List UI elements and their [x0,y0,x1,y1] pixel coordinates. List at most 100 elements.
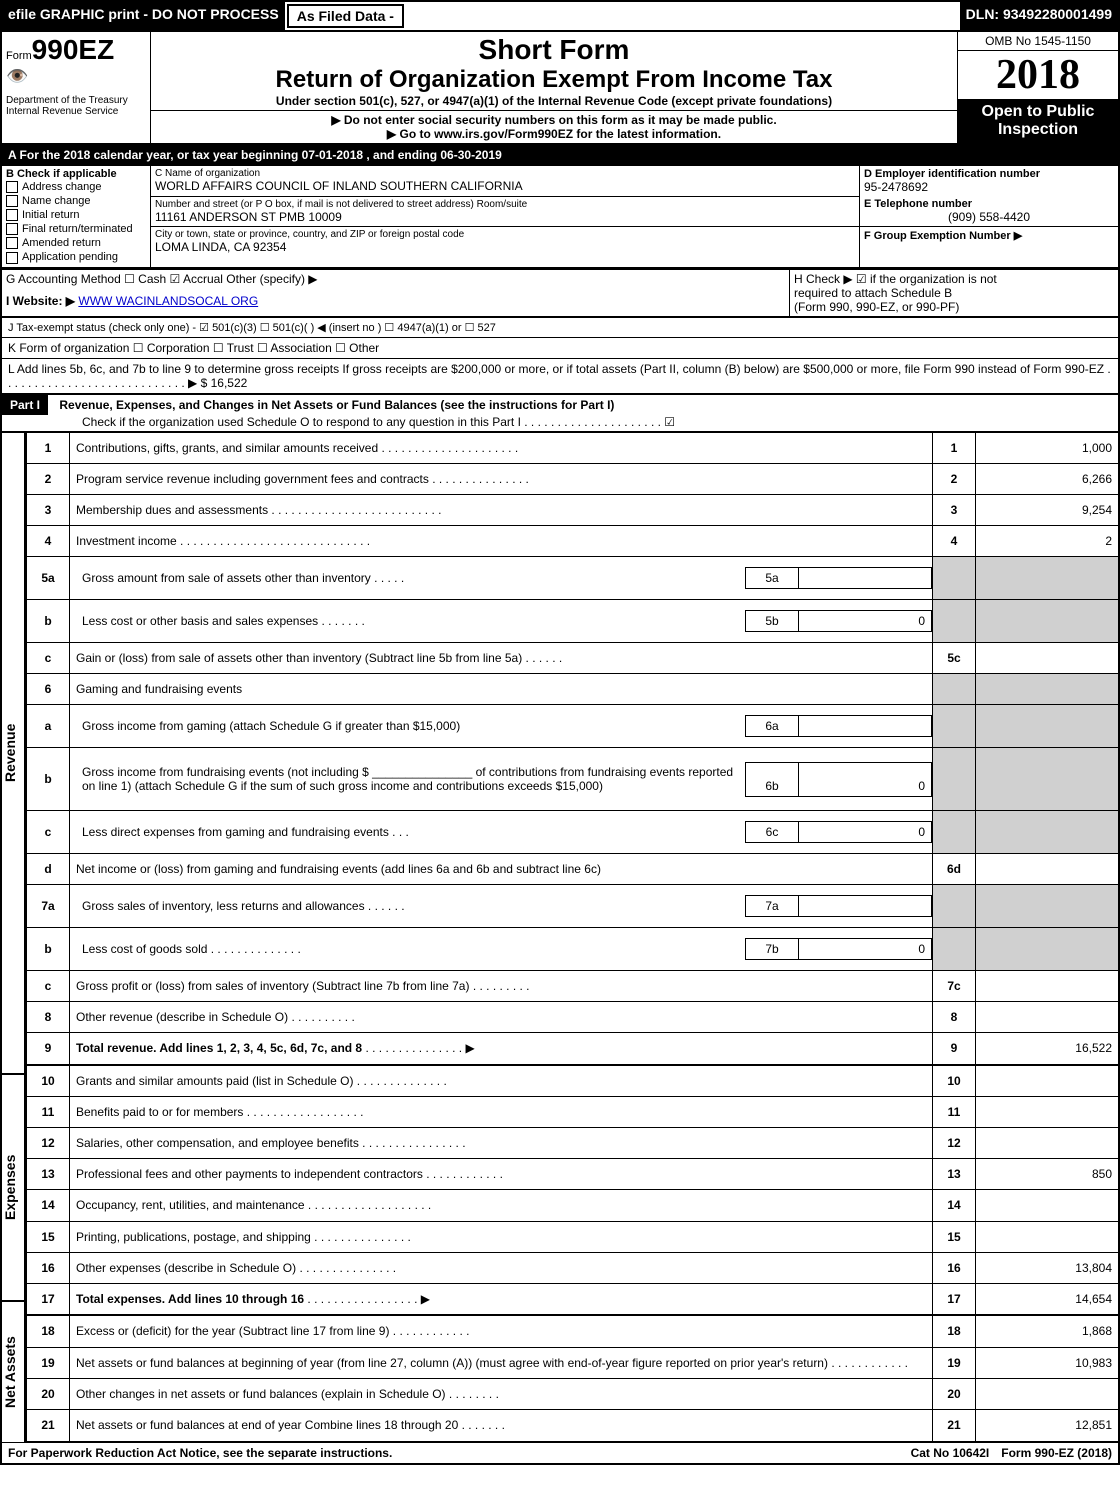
right-header-cell: OMB No 1545-1150 2018 Open to Public Ins… [958,31,1120,144]
title-cell: Short Form Return of Organization Exempt… [151,31,958,111]
line-6: 6Gaming and fundraising events [26,674,1119,705]
line-7b: b Less cost of goods sold . . . . . . . … [26,927,1119,970]
part-i-subtitle: Check if the organization used Schedule … [2,415,1118,431]
org-name: WORLD AFFAIRS COUNCIL OF INLAND SOUTHERN… [155,179,855,193]
chk-name-change[interactable]: Name change [6,194,146,208]
asfiled-label: As Filed Data - [287,4,404,28]
box-c-label: C Name of organization [155,168,855,179]
side-labels: Revenue Expenses Net Assets [0,432,25,1443]
side-netassets: Net Assets [2,1301,25,1443]
line-4: 4Investment income . . . . . . . . . . .… [26,525,1119,556]
line-11: 11Benefits paid to or for members . . . … [26,1097,1119,1128]
addr-value: 11161 ANDERSON ST PMB 10009 [155,210,855,224]
line-16: 16Other expenses (describe in Schedule O… [26,1252,1119,1283]
line-12: 12Salaries, other compensation, and empl… [26,1128,1119,1159]
under-section: Under section 501(c), 527, or 4947(a)(1)… [155,94,953,108]
topbar-spacer [406,2,960,30]
irs-label: Internal Revenue Service [6,106,146,117]
city-label: City or town, state or province, country… [155,229,855,240]
tax-year: 2018 [958,51,1118,99]
footer-right: Form 990-EZ (2018) [995,1443,1118,1463]
dln-label: DLN: 93492280001499 [960,2,1118,30]
box-f-label: F Group Exemption Number ▶ [864,229,1114,242]
line-7a: 7a Gross sales of inventory, less return… [26,884,1119,927]
footer: For Paperwork Reduction Act Notice, see … [0,1443,1120,1465]
chk-amended-return[interactable]: Amended return [6,236,146,250]
line-6b: b Gross income from fundraising events (… [26,748,1119,810]
line-i-label: I Website: ▶ [6,294,75,308]
addr-label: Number and street (or P O box, if mail i… [155,199,855,210]
no-ssn-note: ▶ Do not enter social security numbers o… [155,113,953,127]
box-h: H Check ▶ ☑ if the organization is not r… [790,269,1120,317]
line-13: 13Professional fees and other payments t… [26,1159,1119,1190]
box-d-label: D Employer identification number [864,168,1114,180]
part-i-label: Part I [2,395,48,415]
box-c-name: C Name of organization WORLD AFFAIRS COU… [151,166,860,197]
return-title: Return of Organization Exempt From Incom… [155,66,953,94]
line-17: 17Total expenses. Add lines 10 through 1… [26,1283,1119,1315]
top-bar: efile GRAPHIC print - DO NOT PROCESS As … [0,0,1120,30]
line-g: G Accounting Method ☐ Cash ☑ Accrual Oth… [1,269,790,317]
chk-address-change[interactable]: Address change [6,180,146,194]
line-5a: 5a Gross amount from sale of assets othe… [26,557,1119,600]
line-a: A For the 2018 calendar year, or tax yea… [0,145,1120,165]
efile-label: efile GRAPHIC print - DO NOT PROCESS [2,2,285,30]
dept-label: Department of the Treasury [6,95,146,106]
part-i-body: Revenue Expenses Net Assets 1Contributio… [0,432,1120,1443]
box-f: F Group Exemption Number ▶ [860,227,1120,268]
box-c-city: City or town, state or province, country… [151,227,860,268]
box-h-line2: required to attach Schedule B [794,286,1114,300]
line-9: 9Total revenue. Add lines 1, 2, 3, 4, 5c… [26,1033,1119,1065]
goto-link[interactable]: ▶ Go to www.irs.gov/Form990EZ for the la… [155,127,953,141]
header-table: Form990EZ 👁️ Department of the Treasury … [0,30,1120,145]
entity-info-table: B Check if applicable Address change Nam… [0,165,1120,269]
form-prefix: Form [6,50,32,62]
form-cell: Form990EZ 👁️ Department of the Treasury … [1,31,151,144]
line-8: 8Other revenue (describe in Schedule O) … [26,1002,1119,1033]
phone-value: (909) 558-4420 [864,210,1114,224]
line-7c: cGross profit or (loss) from sales of in… [26,970,1119,1001]
box-h-line1: H Check ▶ ☑ if the organization is not [794,272,1114,286]
g-h-table: G Accounting Method ☐ Cash ☑ Accrual Oth… [0,269,1120,318]
chk-final-return[interactable]: Final return/terminated [6,222,146,236]
part-i-title: Revenue, Expenses, and Changes in Net As… [51,398,614,412]
side-expenses: Expenses [2,1074,25,1301]
line-20: 20Other changes in net assets or fund ba… [26,1378,1119,1409]
line-5c: cGain or (loss) from sale of assets othe… [26,643,1119,674]
accounting-method: G Accounting Method ☐ Cash ☑ Accrual Oth… [6,272,785,286]
line-19: 19Net assets or fund balances at beginni… [26,1347,1119,1378]
lines-table: 1Contributions, gifts, grants, and simil… [25,432,1120,1443]
footer-mid: Cat No 10642I [905,1443,996,1463]
footer-left: For Paperwork Reduction Act Notice, see … [2,1443,905,1463]
box-d-e: D Employer identification number 95-2478… [860,166,1120,227]
line-18: 18Excess or (deficit) for the year (Subt… [26,1315,1119,1347]
line-10: 10Grants and similar amounts paid (list … [26,1065,1119,1097]
city-value: LOMA LINDA, CA 92354 [155,240,855,254]
line-21: 21Net assets or fund balances at end of … [26,1409,1119,1441]
open-inspection: Open to Public Inspection [958,99,1118,143]
line-k: K Form of organization ☐ Corporation ☐ T… [0,338,1120,359]
line-15: 15Printing, publications, postage, and s… [26,1221,1119,1252]
box-b: B Check if applicable Address change Nam… [1,166,151,268]
box-c-addr: Number and street (or P O box, if mail i… [151,196,860,227]
box-b-title: B Check if applicable [6,168,146,180]
short-form-title: Short Form [155,34,953,66]
line-6a: a Gross income from gaming (attach Sched… [26,705,1119,748]
side-revenue: Revenue [2,432,25,1074]
chk-application-pending[interactable]: Application pending [6,250,146,264]
ein-value: 95-2478692 [864,180,1114,194]
chk-initial-return[interactable]: Initial return [6,208,146,222]
line-6d: dNet income or (loss) from gaming and fu… [26,853,1119,884]
part-i-header: Part I Revenue, Expenses, and Changes in… [0,395,1120,432]
line-1: 1Contributions, gifts, grants, and simil… [26,432,1119,463]
line-14: 14Occupancy, rent, utilities, and mainte… [26,1190,1119,1221]
line-j: J Tax-exempt status (check only one) - ☑… [0,318,1120,338]
line-2: 2Program service revenue including gover… [26,463,1119,494]
line-l: L Add lines 5b, 6c, and 7b to line 9 to … [0,359,1120,395]
omb-number: OMB No 1545-1150 [958,32,1118,51]
box-e-label: E Telephone number [864,198,1114,210]
website-link[interactable]: WWW WACINLANDSOCAL ORG [78,294,258,308]
line-3: 3Membership dues and assessments . . . .… [26,494,1119,525]
form-number: 990EZ [32,34,115,65]
line-5b: b Less cost or other basis and sales exp… [26,600,1119,643]
